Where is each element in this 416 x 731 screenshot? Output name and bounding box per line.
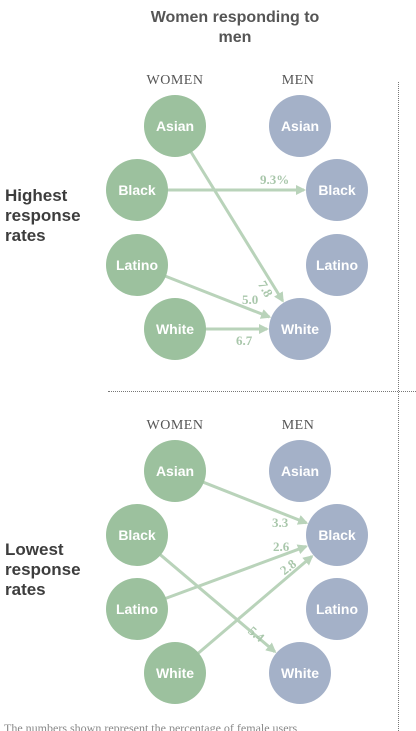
women-asian-node: Asian	[144, 95, 206, 157]
arrow-black-to-white-lowest	[156, 551, 277, 653]
footnote: The numbers shown represent the percenta…	[4, 721, 298, 731]
arrow-asian-to-black-lowest	[199, 479, 309, 525]
men-latino-node-2: Latino	[306, 578, 368, 640]
value-latino-white: 5.0	[242, 292, 259, 307]
men-latino-node: Latino	[306, 234, 368, 296]
men-column-label-bottom: MEN	[281, 418, 315, 433]
women-white-node: White	[144, 298, 206, 360]
arrow-white-to-black-lowest	[194, 555, 314, 657]
highest-response-label: Highest response rates	[5, 186, 81, 245]
arrow-latino-to-white-highest	[161, 273, 272, 319]
women-latino-node-2: Latino	[106, 578, 168, 640]
chart-title: Women responding to men	[150, 9, 320, 46]
men-black-node-2: Black	[306, 504, 368, 566]
value-latino-black: 2.6	[273, 539, 290, 554]
women-asian-node-2: Asian	[144, 440, 206, 502]
men-asian-node: Asian	[269, 95, 331, 157]
arrow-asian-to-white-highest	[187, 148, 284, 303]
men-white-node: White	[269, 298, 331, 360]
women-latino-node: Latino	[106, 234, 168, 296]
men-column-label-top: MEN	[281, 73, 315, 88]
men-black-node: Black	[306, 159, 368, 221]
value-black-black: 9.3%	[260, 172, 290, 187]
men-white-node-2: White	[269, 642, 331, 704]
women-column-label-top: WOMEN	[146, 73, 204, 88]
value-white-white: 6.7	[236, 333, 253, 348]
lowest-response-label: Lowest response rates	[5, 540, 81, 599]
vertical-divider	[398, 82, 399, 731]
arrow-latino-to-black-lowest	[161, 544, 308, 602]
panel-divider	[108, 391, 416, 392]
value-asian-black: 3.3	[272, 515, 289, 530]
women-black-node: Black	[106, 159, 168, 221]
women-column-label-bottom: WOMEN	[146, 418, 204, 433]
men-asian-node-2: Asian	[269, 440, 331, 502]
women-black-node-2: Black	[106, 504, 168, 566]
women-white-node-2: White	[144, 642, 206, 704]
